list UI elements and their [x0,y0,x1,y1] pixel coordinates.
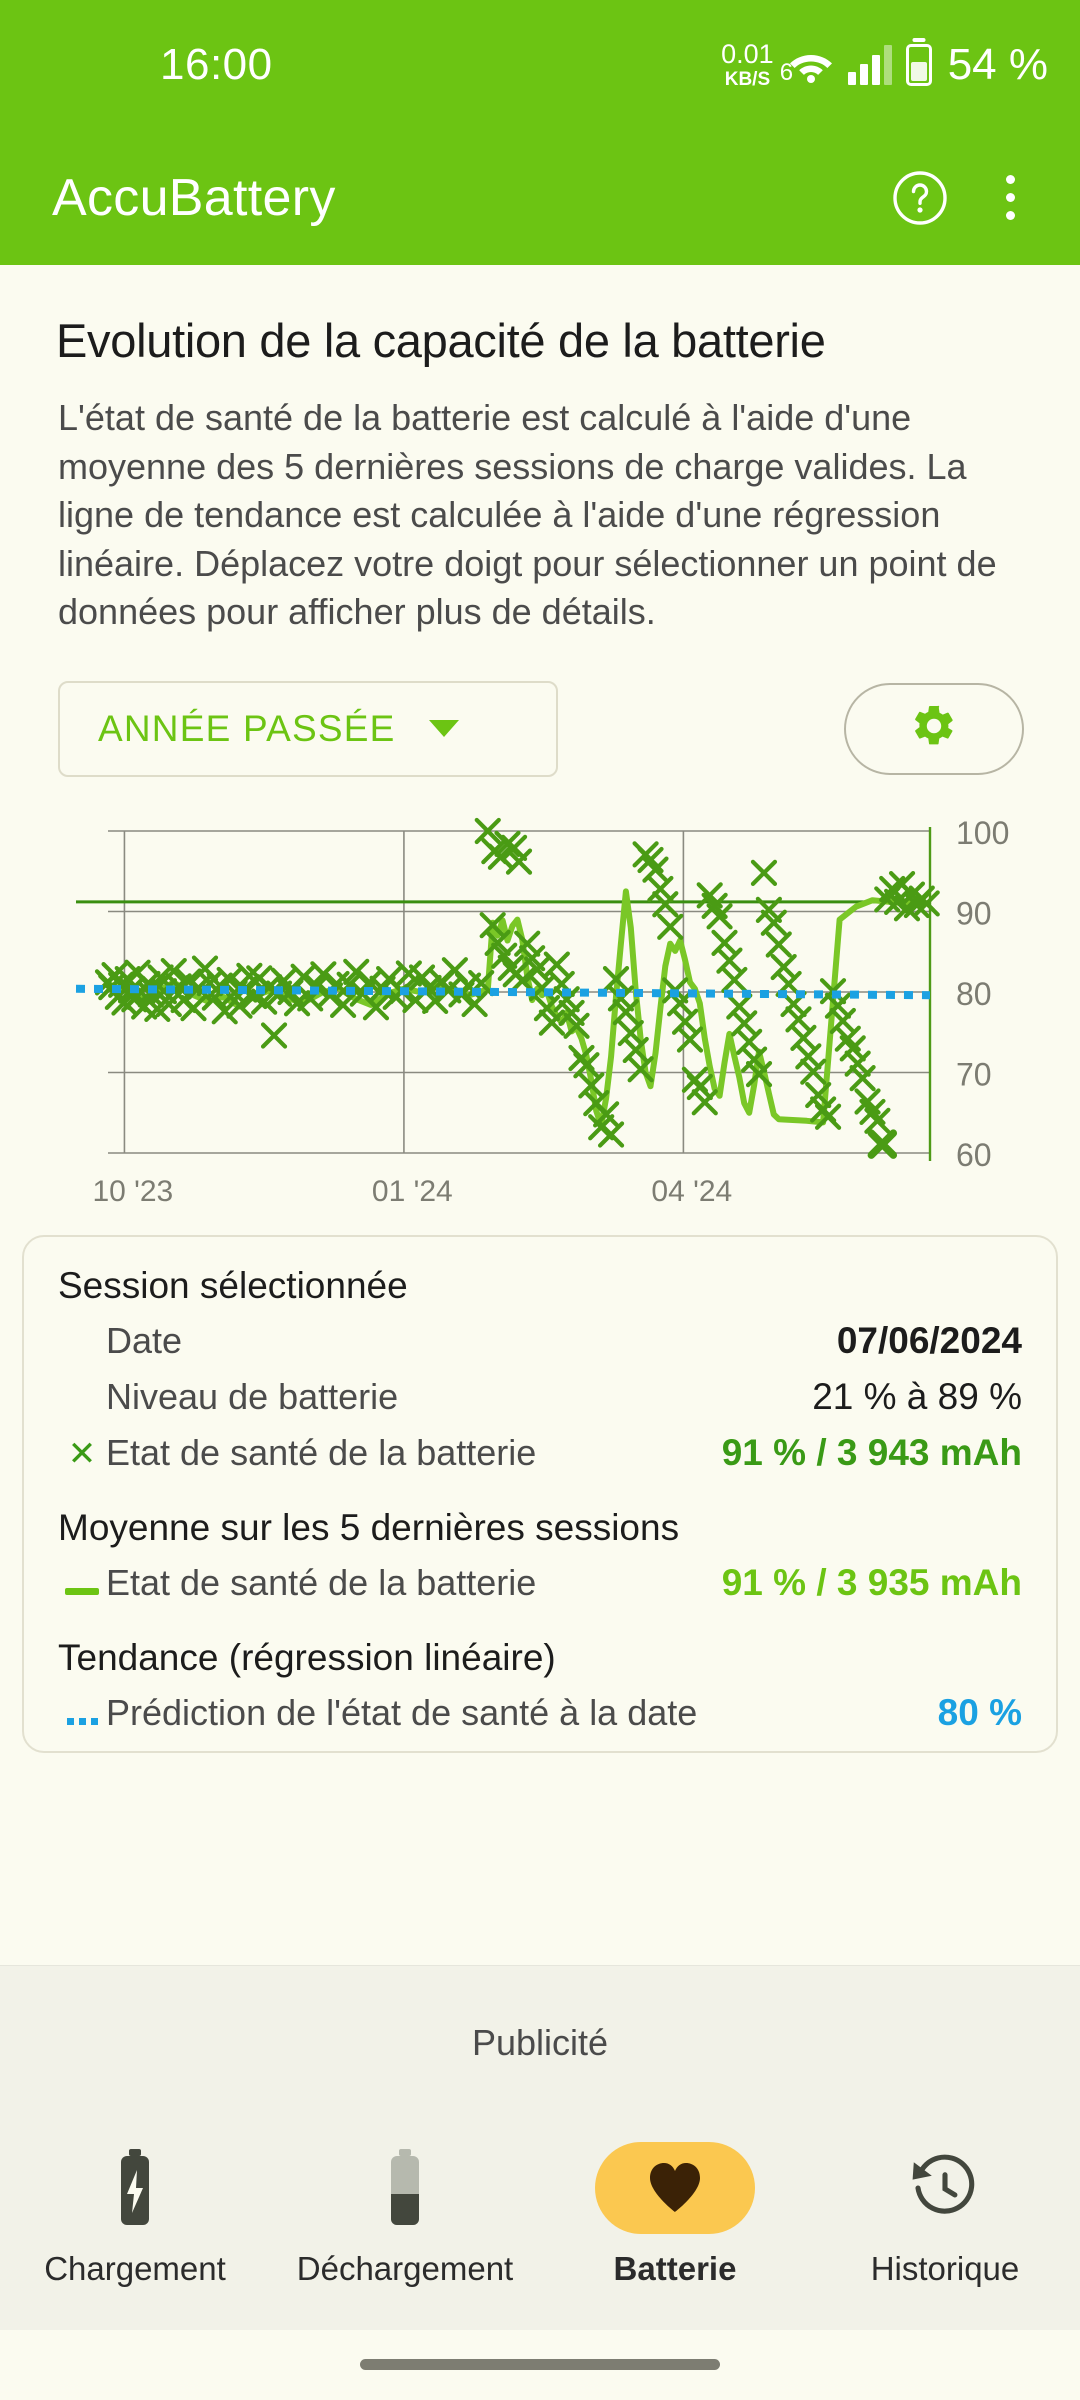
status-clock: 16:00 [160,40,273,89]
svg-text:10 '23: 10 '23 [92,1175,173,1208]
page-title: Evolution de la capacité de la batterie [56,314,826,367]
row-health-average-value: 91 % / 3 935 mAh [721,1561,1022,1603]
row-date-value: 07/06/2024 [836,1319,1022,1361]
time-range-label: ANNÉE PASSÉE [98,707,396,749]
network-speed-indicator: 0.01 KB/S [721,39,774,90]
row-battery-level: Niveau de batterie 21 % à 89 % [58,1369,1022,1425]
app-title: AccuBattery [52,168,336,227]
cellular-signal-icon [847,45,892,85]
row-health-selected: ✕ Etat de santé de la batterie 91 % / 3 … [58,1425,1022,1481]
capacity-chart[interactable]: 60 70 80 90 100 10 '23 01 '24 04 '24 [0,813,1080,1213]
nav-item-dechargement[interactable]: Déchargement [270,2142,540,2288]
help-circle-icon[interactable] [890,168,950,228]
session-detail-card: Session sélectionnée Date 07/06/2024 Niv… [22,1234,1058,1753]
row-battery-level-value: 21 % à 89 % [812,1375,1022,1417]
wifi-icon: 6 [780,43,838,87]
nav-item-batterie[interactable]: Batterie [540,2142,810,2288]
battery-charging-icon [110,2142,160,2234]
wifi-generation-label: 6 [779,59,794,86]
nav-item-historique[interactable]: Historique [810,2142,1080,2288]
row-health-prediction-value: 80 % [937,1691,1022,1733]
row-battery-level-label: Niveau de batterie [106,1375,399,1417]
section-selected-session: Session sélectionnée [58,1264,408,1306]
row-health-selected-value: 91 % / 3 943 mAh [721,1431,1022,1473]
svg-text:70: 70 [956,1056,992,1092]
status-icons: 0.01 KB/S 6 54 % [721,40,1048,90]
battery-percent-label: 54 % [947,40,1048,89]
gesture-navigation-bar[interactable] [360,2359,720,2370]
gear-icon [910,702,958,755]
battery-icon [905,44,932,86]
battery-discharging-icon [380,2142,430,2234]
svg-text:90: 90 [956,895,992,931]
nav-label-dechargement: Déchargement [296,2250,514,2287]
row-date-label: Date [106,1319,183,1361]
history-clock-icon [909,2142,981,2234]
page-description: L'état de santé de la batterie est calcu… [58,397,997,633]
chevron-down-icon [429,720,460,738]
dash-marker-icon [58,1587,106,1595]
nav-item-chargement[interactable]: Chargement [0,2142,270,2288]
chart-settings-button[interactable] [844,682,1024,775]
capacity-chart-svg[interactable]: 60 70 80 90 100 10 '23 01 '24 04 '24 [0,813,1080,1213]
svg-text:04 '24: 04 '24 [651,1175,732,1208]
svg-text:80: 80 [956,976,992,1012]
main-content: Evolution de la capacité de la batterie … [0,265,1080,1965]
dotted-marker-icon [58,1717,106,1725]
bottom-navigation: Chargement Déchargement Batterie [0,2120,1080,2330]
advertisement-placeholder[interactable]: Publicité [0,1965,1080,2120]
heart-icon [595,2142,755,2234]
chart-controls: ANNÉE PASSÉE [58,680,1024,777]
time-range-dropdown[interactable]: ANNÉE PASSÉE [58,680,558,777]
nav-label-batterie: Batterie [613,2250,737,2287]
overflow-menu-icon[interactable] [986,168,1034,228]
section-average: Moyenne sur les 5 dernières sessions [58,1506,680,1548]
x-marker-icon: ✕ [67,1434,97,1473]
row-health-average: Etat de santé de la batterie 91 % / 3 93… [58,1555,1022,1611]
section-trend: Tendance (régression linéaire) [58,1636,556,1678]
row-health-average-label: Etat de santé de la batterie [106,1561,537,1603]
network-speed-unit: KB/S [724,69,771,90]
app-bar-actions [890,168,1034,228]
row-health-selected-label: Etat de santé de la batterie [106,1431,537,1473]
status-bar: 16:00 0.01 KB/S 6 54 % [0,0,1080,130]
network-speed-value: 0.01 [721,39,774,69]
svg-text:60: 60 [956,1137,992,1173]
advertisement-label: Publicité [471,2022,609,2063]
row-date: Date 07/06/2024 [58,1313,1022,1369]
nav-label-historique: Historique [870,2250,1020,2287]
row-health-prediction-label: Prédiction de l'état de santé à la date [106,1691,698,1733]
svg-text:100: 100 [956,815,1009,851]
row-health-prediction: Prédiction de l'état de santé à la date … [58,1685,1022,1741]
nav-label-chargement: Chargement [44,2250,226,2287]
svg-text:01 '24: 01 '24 [372,1175,453,1208]
app-bar: AccuBattery [0,130,1080,265]
